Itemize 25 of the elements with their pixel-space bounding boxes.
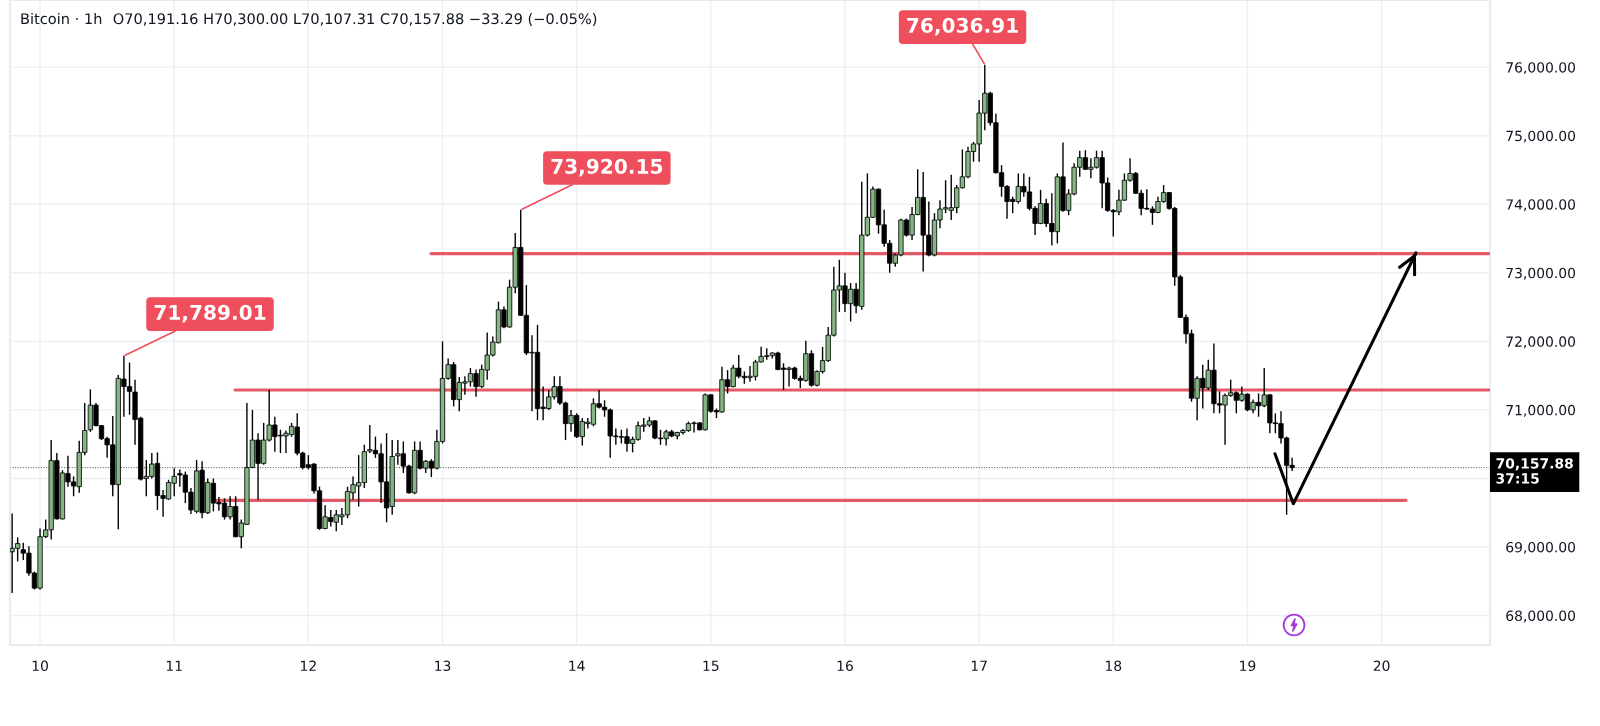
- x-tick-label: 14: [569, 660, 585, 671]
- y-tick-label: 73,000.00: [1506, 267, 1576, 280]
- x-tick-label: 17: [971, 660, 987, 671]
- y-tick-label: 74,000.00: [1506, 199, 1576, 212]
- x-tick-label: 20: [1373, 660, 1390, 672]
- ref-line-label: 70,157.88 37:15: [1496, 458, 1573, 484]
- y-tick-label: 76,000.00: [1506, 62, 1576, 75]
- text: Bitcoin · 1h: [21, 12, 102, 25]
- x-tick-label: 19: [1240, 660, 1256, 672]
- y-tick-label: 69,000.00: [1506, 541, 1576, 554]
- y-tick-label: 72,000.00: [1506, 336, 1576, 349]
- y-tick-label: 71,000.00: [1506, 404, 1576, 417]
- x-tick-label: 12: [301, 660, 316, 671]
- x-tick-label: 13: [435, 660, 451, 672]
- y-tick-label: 75,000.00: [1506, 130, 1576, 143]
- x-tick-label: 11: [166, 660, 182, 671]
- x-tick-label: 15: [703, 660, 719, 672]
- x-tick-label: 18: [1105, 660, 1122, 672]
- annotation: 71,789.01: [154, 304, 266, 323]
- y-tick-label: 68,000.00: [1506, 610, 1576, 623]
- text: O70,191.16 H70,300.00 L70,107.31 C70,157.88 −33.29 (−0.05%): [113, 12, 597, 26]
- annotation: 73,920.15: [551, 158, 663, 177]
- annotation: 76,036.91: [907, 17, 1018, 36]
- x-tick-label: 10: [32, 660, 48, 672]
- x-tick-label: 16: [837, 660, 853, 672]
